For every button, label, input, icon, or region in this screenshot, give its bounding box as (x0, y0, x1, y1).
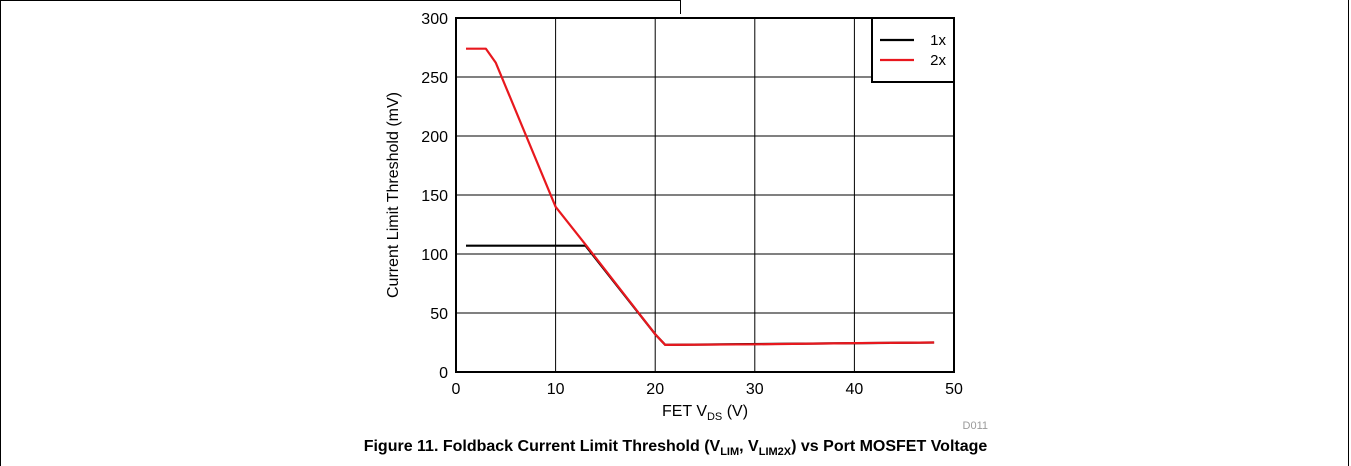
x-tick-label: 30 (746, 381, 764, 398)
caption-sub-lim2x: LIM2X (758, 446, 792, 459)
figure-code: D011 (963, 420, 988, 432)
tick-labels: 0 10 20 30 40 50 0 50 100 150 200 250 300 (421, 11, 963, 398)
x-axis-label: FET VDS (V) (662, 403, 748, 423)
y-tick-label: 0 (439, 365, 448, 382)
x-tick-label: 10 (547, 381, 565, 398)
y-tick-label: 50 (430, 306, 448, 323)
y-tick-label: 300 (421, 11, 448, 28)
caption-sub-lim: LIM (720, 446, 740, 459)
y-tick-label: 250 (421, 70, 448, 87)
series-line-1x (466, 244, 935, 346)
x-tick-label: 20 (646, 381, 664, 398)
legend-label-1x: 1x (930, 32, 946, 49)
x-tick-label: 0 (452, 381, 461, 398)
series-layer (466, 47, 935, 346)
top-rule (0, 0, 680, 1)
caption-prefix: Figure 11. Foldback Current Limit Thresh… (363, 438, 721, 455)
x-axis-label-sub: DS (707, 411, 722, 423)
series-line-2x (466, 47, 935, 346)
x-axis-label-unit: (V) (722, 403, 748, 420)
x-tick-label: 50 (945, 381, 963, 398)
y-tick-label: 150 (421, 188, 448, 205)
x-axis-label-main: FET V (662, 403, 707, 420)
y-axis-label: Current Limit Threshold (mV) (385, 92, 402, 298)
y-tick-label: 200 (421, 129, 448, 146)
caption-suffix: ) vs Port MOSFET Voltage (791, 438, 988, 455)
legend-label-2x: 2x (930, 52, 946, 69)
legend-box (871, 17, 955, 83)
x-tick-label: 40 (846, 381, 864, 398)
caption-mid: , V (739, 438, 759, 455)
figure-caption: Figure 11. Foldback Current Limit Thresh… (0, 438, 1351, 458)
plot-border (455, 17, 955, 373)
y-tick-label: 100 (421, 247, 448, 264)
top-divider (680, 0, 681, 14)
